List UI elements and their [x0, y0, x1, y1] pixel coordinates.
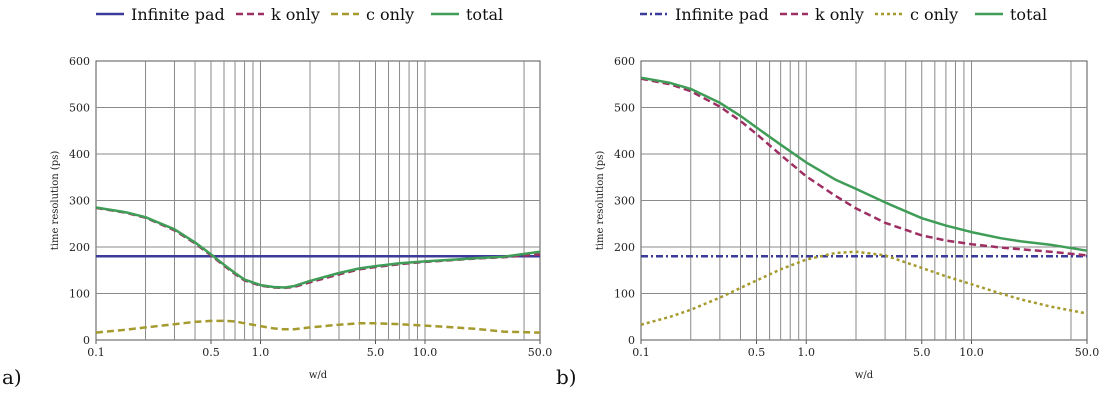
x-axis-label-a: w/d — [309, 370, 328, 381]
legend-label-k-only: k only — [815, 5, 864, 24]
y-tick-label: 400 — [614, 148, 635, 161]
x-tick-label: 5.0 — [367, 346, 385, 359]
x-tick-label: 1.0 — [797, 346, 815, 359]
x-tick-label: 10.0 — [959, 346, 984, 359]
y-tick-label: 400 — [69, 148, 90, 161]
series-line-c-only — [640, 250, 1088, 326]
ticks-b: 0 100 200 300 400 500 600 0.1 0.5 1.0 5.0 10.0 50.0 — [614, 55, 1099, 359]
y-tick-label: 200 — [614, 241, 635, 254]
series-line-c-only — [95, 319, 541, 334]
y-tick-label: 100 — [69, 288, 90, 301]
legend-label-infinite-pad: Infinite pad — [675, 5, 769, 24]
x-axis-label-b: w/d — [855, 370, 874, 381]
plot-area-a — [95, 206, 541, 334]
chart-panel-a: Infinite pad k only c only total 0 100 200 300… — [2, 5, 552, 389]
panel-label-a: a) — [2, 365, 22, 389]
y-tick-label: 0 — [83, 334, 90, 347]
x-tick-label: 0.5 — [748, 346, 766, 359]
y-tick-label: 600 — [69, 55, 90, 68]
y-tick-label: 600 — [614, 55, 635, 68]
legend-label-infinite-pad: Infinite pad — [131, 5, 225, 24]
x-tick-label: 0.5 — [202, 346, 220, 359]
series-line-k-only — [95, 206, 541, 290]
legend-label-k-only: k only — [271, 5, 320, 24]
series-line-k-only — [640, 77, 1088, 257]
y-tick-label: 100 — [614, 288, 635, 301]
y-tick-label: 0 — [628, 334, 635, 347]
y-axis-label-b: time resolution (ps) — [595, 151, 606, 251]
legend-label-c-only: c only — [910, 5, 958, 24]
series-line-total — [640, 76, 1088, 252]
y-tick-label: 500 — [69, 102, 90, 115]
legend-b: Infinite pad k only c only total — [640, 5, 1047, 24]
plot-area-b — [640, 76, 1088, 326]
series-line-total — [95, 206, 541, 289]
ticks-a: 0 100 200 300 400 500 600 0.1 0.5 1.0 5.0 10.0 50.0 — [69, 55, 552, 359]
legend-a: Infinite pad k only c only total — [96, 5, 503, 24]
chart-panel-b: Infinite pad k only c only total 0 100 200 300… — [556, 5, 1099, 389]
x-tick-label: 1.0 — [252, 346, 270, 359]
y-tick-label: 300 — [614, 195, 635, 208]
y-axis-label-a: time resolution (ps) — [50, 151, 61, 251]
legend-label-total: total — [1010, 5, 1047, 24]
x-tick-label: 50.0 — [528, 346, 553, 359]
x-tick-label: 10.0 — [413, 346, 438, 359]
y-tick-label: 300 — [69, 195, 90, 208]
x-tick-label: 0.1 — [87, 346, 105, 359]
y-tick-label: 200 — [69, 241, 90, 254]
x-tick-label: 50.0 — [1075, 346, 1099, 359]
x-tick-label: 0.1 — [632, 346, 650, 359]
grid-a — [95, 60, 541, 341]
x-tick-label: 5.0 — [913, 346, 931, 359]
legend-label-c-only: c only — [366, 5, 414, 24]
panel-label-b: b) — [556, 365, 577, 389]
y-tick-label: 500 — [614, 102, 635, 115]
legend-label-total: total — [466, 5, 503, 24]
grid-b — [640, 60, 1088, 341]
